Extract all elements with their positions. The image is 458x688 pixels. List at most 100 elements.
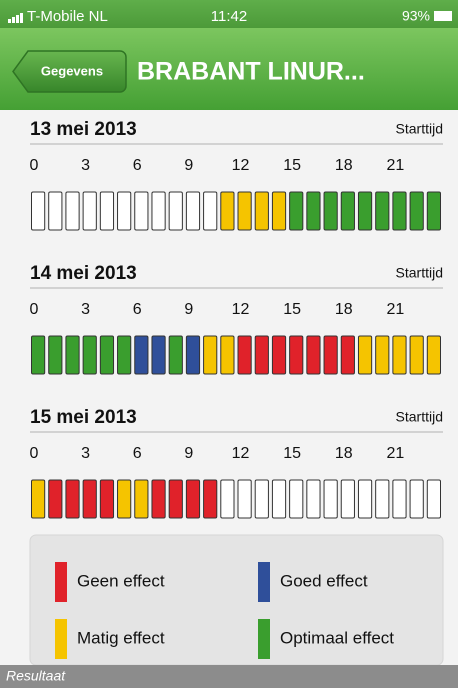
- day-date: 14 mei 2013: [30, 263, 137, 284]
- hour-label: 0: [30, 301, 39, 318]
- hour-label: 18: [335, 445, 353, 462]
- legend-swatch: [55, 562, 67, 602]
- hour-cell: [168, 335, 183, 375]
- hour-label: 3: [81, 445, 90, 462]
- hour-cell: [134, 335, 149, 375]
- hour-label: 9: [184, 445, 193, 462]
- hour-label: 21: [386, 445, 404, 462]
- hour-cell: [306, 335, 321, 375]
- hour-label: 15: [283, 301, 301, 318]
- hour-cell: [117, 191, 132, 231]
- hour-cell: [31, 191, 46, 231]
- hour-label: 21: [386, 301, 404, 318]
- hour-cell: [289, 335, 304, 375]
- hour-label: 6: [133, 157, 142, 174]
- hour-cell: [426, 335, 441, 375]
- hour-cell: [220, 335, 235, 375]
- hour-cell: [340, 479, 355, 519]
- hour-cell: [220, 191, 235, 231]
- hour-label: 18: [335, 157, 353, 174]
- hour-cell: [237, 335, 252, 375]
- hour-cell: [151, 479, 166, 519]
- hour-cell: [185, 335, 201, 375]
- hour-label: 12: [232, 157, 250, 174]
- hour-cell: [82, 335, 97, 375]
- caption: Resultaat: [6, 668, 66, 684]
- hour-label: 12: [232, 301, 250, 318]
- hour-label: 9: [184, 301, 193, 318]
- hour-label: 3: [81, 157, 90, 174]
- day-date: 13 mei 2013: [30, 119, 137, 140]
- status-bar: [0, 0, 458, 28]
- day-date: 15 mei 2013: [30, 407, 137, 428]
- hour-cell: [168, 479, 183, 519]
- hour-label: 15: [283, 157, 301, 174]
- carrier: T-Mobile NL: [27, 8, 108, 25]
- legend-label: Goed effect: [280, 571, 368, 590]
- hour-cell: [65, 479, 80, 519]
- hour-cell: [357, 335, 373, 375]
- hour-cell: [203, 479, 218, 519]
- hour-cell: [323, 191, 338, 231]
- hour-cell: [392, 191, 407, 231]
- hour-cell: [254, 479, 269, 519]
- hour-cell: [48, 335, 63, 375]
- hour-cell: [254, 335, 269, 375]
- hour-label: 0: [30, 157, 39, 174]
- hour-cell: [340, 335, 355, 375]
- hour-cell: [82, 479, 97, 519]
- hour-label: 15: [283, 445, 301, 462]
- hour-cell: [254, 191, 269, 231]
- hour-cell: [271, 191, 287, 231]
- hour-cell: [82, 191, 97, 231]
- hour-cell: [134, 479, 149, 519]
- hour-cell: [203, 191, 218, 231]
- hour-cell: [426, 479, 441, 519]
- legend-label: Optimaal effect: [280, 628, 394, 647]
- hour-cell: [151, 335, 166, 375]
- hour-cell: [220, 479, 235, 519]
- start-label: Starttijd: [396, 121, 443, 137]
- hour-cell: [306, 191, 321, 231]
- hour-cell: [375, 191, 390, 231]
- hour-cell: [185, 191, 201, 231]
- hour-cell: [392, 479, 407, 519]
- hour-cell: [48, 479, 63, 519]
- caption-bar: [0, 665, 458, 688]
- start-label: Starttijd: [396, 409, 443, 425]
- hour-cell: [151, 191, 166, 231]
- hour-cell: [340, 191, 355, 231]
- hour-cell: [99, 479, 115, 519]
- hour-cell: [357, 479, 373, 519]
- hour-cell: [203, 335, 218, 375]
- legend-swatch: [258, 619, 270, 659]
- hour-cell: [271, 335, 287, 375]
- hour-cell: [409, 335, 424, 375]
- hour-cell: [289, 191, 304, 231]
- legend-swatch: [55, 619, 67, 659]
- hour-cell: [99, 335, 115, 375]
- hour-label: 18: [335, 301, 353, 318]
- legend-label: Geen effect: [77, 571, 165, 590]
- nav-title: BRABANT LINUR...: [137, 58, 365, 86]
- hour-cell: [357, 191, 373, 231]
- hour-cell: [31, 479, 46, 519]
- hour-label: 12: [232, 445, 250, 462]
- hour-cell: [48, 191, 63, 231]
- hour-cell: [65, 191, 80, 231]
- hour-cell: [306, 479, 321, 519]
- back-button[interactable]: [12, 50, 127, 93]
- hour-label: 6: [133, 301, 142, 318]
- battery-text: 93%: [402, 8, 430, 24]
- hour-cell: [237, 479, 252, 519]
- hour-cell: [117, 479, 132, 519]
- legend-label: Matig effect: [77, 628, 165, 647]
- hour-cell: [168, 191, 183, 231]
- legend-swatch: [258, 562, 270, 602]
- back-label[interactable]: Gegevens: [41, 63, 103, 78]
- hour-cell: [134, 191, 149, 231]
- hour-label: 0: [30, 445, 39, 462]
- hour-cell: [409, 191, 424, 231]
- hour-label: 6: [133, 445, 142, 462]
